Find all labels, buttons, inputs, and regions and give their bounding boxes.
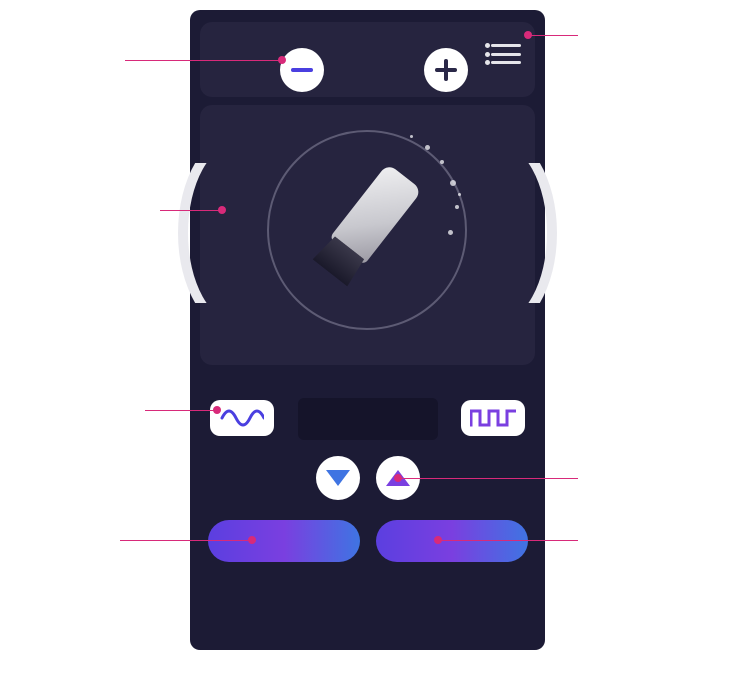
function-prev-button[interactable] [178, 133, 298, 333]
bubble-icon [458, 193, 461, 196]
bubble-icon [450, 180, 456, 186]
time-plus-button[interactable] [424, 48, 468, 92]
language-menu-button[interactable] [491, 44, 521, 64]
plus-icon [435, 59, 457, 81]
time-minus-button[interactable] [280, 48, 324, 92]
annot-dot [434, 536, 442, 544]
bubble-icon [410, 135, 413, 138]
function-panel [200, 105, 535, 365]
triangle-down-icon [326, 470, 350, 486]
mode-pulse-button[interactable] [461, 400, 525, 436]
mode-sine-button[interactable] [210, 400, 274, 436]
menu-line-icon [491, 53, 521, 56]
annot-dot [278, 56, 286, 64]
annot-line [145, 410, 215, 411]
annot-line [125, 60, 280, 61]
bubble-icon [440, 160, 444, 164]
annot-line [440, 540, 578, 541]
sine-wave-icon [220, 407, 264, 429]
function-next-button[interactable] [437, 133, 557, 333]
annot-dot [218, 206, 226, 214]
bubble-icon [455, 205, 459, 209]
annot-line [120, 540, 250, 541]
annot-dot [213, 406, 221, 414]
stop-button[interactable] [376, 520, 528, 562]
bubble-icon [425, 145, 430, 150]
menu-line-icon [491, 44, 521, 47]
annot-line [530, 35, 578, 36]
minus-icon [291, 68, 313, 72]
square-wave-icon [470, 408, 516, 428]
start-button[interactable] [208, 520, 360, 562]
intensity-down-button[interactable] [316, 456, 360, 500]
annot-dot [524, 31, 532, 39]
device-screen [190, 10, 545, 650]
bubble-icon [448, 230, 453, 235]
annot-dot [394, 474, 402, 482]
menu-line-icon [491, 61, 521, 64]
annot-line [160, 210, 220, 211]
annot-line [400, 478, 578, 479]
intensity-value-display [298, 398, 438, 440]
annot-dot [248, 536, 256, 544]
